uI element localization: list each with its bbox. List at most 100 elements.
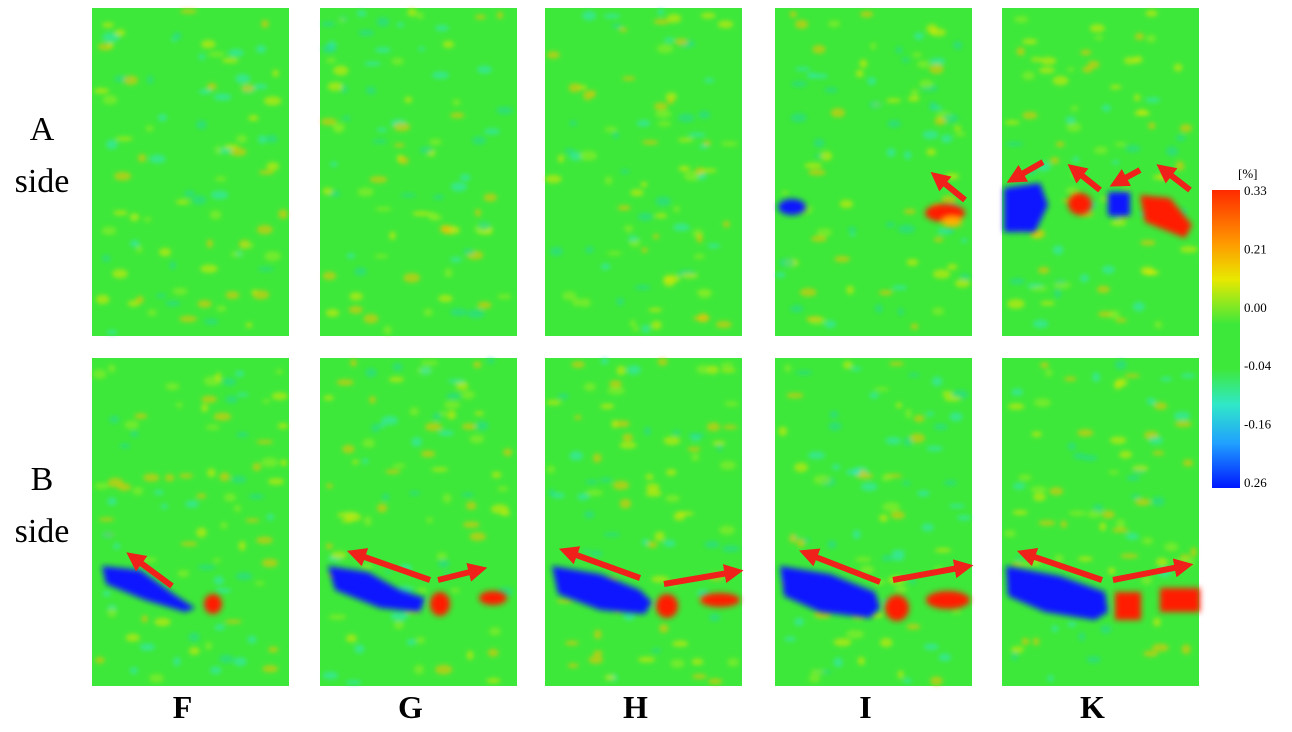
spot xyxy=(909,578,917,585)
spot xyxy=(321,44,337,54)
spot xyxy=(794,462,808,473)
spot xyxy=(147,75,154,85)
spot xyxy=(1049,487,1064,496)
spot xyxy=(365,86,376,95)
spot xyxy=(582,549,591,554)
spot xyxy=(721,141,738,147)
spot xyxy=(98,517,115,522)
spot xyxy=(206,239,213,248)
spot xyxy=(240,241,254,249)
spot xyxy=(645,473,654,481)
texture xyxy=(775,11,970,330)
spot xyxy=(627,365,641,375)
spot xyxy=(132,486,144,496)
spot xyxy=(568,83,582,93)
spot xyxy=(804,162,823,169)
spot xyxy=(336,379,354,386)
colorbar-label: -0.16 xyxy=(1244,417,1272,432)
spot xyxy=(1037,266,1050,274)
spot xyxy=(1082,454,1098,462)
spot xyxy=(1164,542,1179,552)
spot xyxy=(165,382,180,391)
spot xyxy=(1032,637,1040,646)
spot xyxy=(1115,317,1127,323)
spot xyxy=(627,235,639,242)
spot xyxy=(1047,675,1054,682)
spot xyxy=(932,307,945,316)
spot xyxy=(910,323,919,330)
spot xyxy=(1099,522,1107,531)
spot xyxy=(1022,111,1038,120)
spot xyxy=(648,307,663,313)
spot xyxy=(697,288,712,299)
spot xyxy=(1030,57,1043,62)
spot xyxy=(1052,75,1069,86)
spot xyxy=(349,292,363,301)
spot xyxy=(860,482,878,492)
spot xyxy=(697,110,711,119)
spot xyxy=(1113,380,1123,390)
spot xyxy=(1182,459,1194,467)
spot xyxy=(954,131,966,137)
spot xyxy=(107,607,117,618)
spot xyxy=(1179,245,1198,253)
spot xyxy=(177,569,190,578)
spot xyxy=(703,78,715,83)
spot xyxy=(932,269,951,279)
spot xyxy=(1067,621,1077,628)
spot xyxy=(1045,369,1053,377)
spot xyxy=(205,641,212,651)
spot xyxy=(636,119,651,127)
spot xyxy=(238,540,246,551)
spot xyxy=(1005,141,1024,147)
spot xyxy=(383,325,392,335)
spot xyxy=(341,518,354,523)
spot xyxy=(1072,452,1086,460)
spot xyxy=(388,376,404,383)
spot xyxy=(810,235,827,242)
spot xyxy=(234,370,245,377)
spot xyxy=(562,291,577,301)
spot xyxy=(1054,288,1062,299)
spot xyxy=(261,558,278,568)
spot xyxy=(903,150,912,160)
spot xyxy=(404,96,413,103)
spot xyxy=(266,513,274,521)
spot xyxy=(247,635,257,644)
spot xyxy=(450,182,468,192)
spot xyxy=(279,459,288,466)
spot xyxy=(188,632,200,642)
spot xyxy=(604,674,616,681)
spot xyxy=(201,395,217,404)
spot xyxy=(325,543,333,549)
spot xyxy=(198,88,213,95)
spot xyxy=(827,20,841,28)
spot xyxy=(392,362,403,372)
spot xyxy=(256,45,267,54)
spot xyxy=(775,272,786,278)
spot xyxy=(909,433,925,443)
spot xyxy=(1080,49,1092,56)
spot xyxy=(902,480,911,486)
spot xyxy=(579,150,598,161)
spot xyxy=(934,548,952,553)
spot xyxy=(328,614,347,620)
spot xyxy=(692,315,711,321)
spot xyxy=(657,8,664,16)
spot xyxy=(948,504,965,509)
spot xyxy=(1160,376,1173,382)
spot xyxy=(235,251,243,257)
spot xyxy=(154,617,171,627)
spot xyxy=(257,135,267,144)
spot xyxy=(1011,646,1025,654)
spot xyxy=(897,224,916,234)
spot xyxy=(348,305,363,314)
spot xyxy=(213,576,224,585)
spot xyxy=(952,40,963,50)
spot xyxy=(852,529,861,540)
spot xyxy=(1033,398,1051,407)
spot xyxy=(681,272,699,279)
spot xyxy=(210,666,222,675)
spot xyxy=(956,515,972,521)
spot xyxy=(450,256,463,263)
